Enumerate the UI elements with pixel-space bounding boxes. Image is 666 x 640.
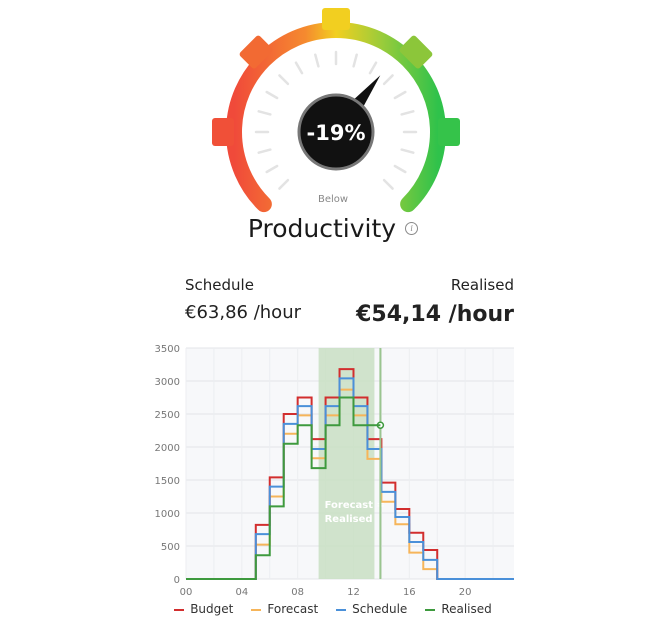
gauge-tick bbox=[265, 90, 279, 100]
gauge-arc bbox=[212, 8, 460, 213]
legend-item-budget[interactable]: Budget bbox=[174, 602, 233, 616]
schedule-value: €63,86 /hour bbox=[185, 302, 301, 323]
gauge-tooth bbox=[322, 8, 350, 30]
legend-item-realised[interactable]: Realised bbox=[425, 602, 492, 616]
x-tick-label: 00 bbox=[180, 587, 193, 598]
y-tick-label: 1000 bbox=[155, 509, 180, 520]
series-realised-line bbox=[186, 396, 368, 580]
gauge-tooth bbox=[399, 35, 433, 69]
gauge-value: -19% bbox=[307, 121, 366, 145]
gauge-arc-path bbox=[226, 22, 446, 213]
gauge-tick bbox=[294, 61, 304, 75]
legend-swatch bbox=[174, 608, 185, 611]
legend-label: Forecast bbox=[267, 602, 319, 616]
legend-swatch bbox=[251, 608, 262, 611]
gauge-tick bbox=[257, 110, 272, 116]
gauge-tick bbox=[393, 90, 407, 100]
productivity-gauge: -19% Below bbox=[0, 0, 666, 220]
gauge-tick bbox=[278, 178, 290, 190]
title-row: Productivity i bbox=[0, 214, 666, 243]
realised-value: €54,14 /hour bbox=[356, 302, 514, 327]
gauge-tooth bbox=[239, 35, 273, 69]
y-tick-label: 0 bbox=[174, 575, 180, 586]
y-tick-label: 3500 bbox=[155, 344, 180, 355]
y-tick-label: 1500 bbox=[155, 476, 180, 487]
x-tick-label: 20 bbox=[459, 587, 472, 598]
gauge-status: Below bbox=[318, 194, 348, 205]
gauge-center bbox=[297, 93, 375, 171]
gauge-tick bbox=[265, 164, 279, 174]
realised-label: Realised bbox=[450, 276, 514, 294]
y-tick-label: 3000 bbox=[155, 377, 180, 388]
y-tick-label: 2500 bbox=[155, 410, 180, 421]
legend-label: Realised bbox=[441, 602, 492, 616]
series-schedule-line bbox=[186, 377, 514, 580]
gauge-tick bbox=[257, 148, 272, 154]
y-tick-label: 2000 bbox=[155, 443, 180, 454]
band-label-line1: Forecast = bbox=[325, 500, 385, 511]
info-icon[interactable]: i bbox=[405, 222, 419, 235]
gauge-ticks bbox=[254, 50, 418, 190]
schedule-label: Schedule bbox=[185, 276, 254, 294]
chart-svg: 0 500 1000 1500 2000 2500 3000 3500 00 04 08 12 16 20… bbox=[155, 344, 514, 598]
band-label-line2: Realised bbox=[325, 514, 373, 525]
forecast-band bbox=[318, 348, 375, 579]
gauge-tick bbox=[368, 61, 378, 75]
productivity-chart: 0 500 1000 1500 2000 2500 3000 3500 00 04 08 12 16 20… bbox=[140, 338, 530, 628]
gauge-tick bbox=[382, 178, 394, 190]
legend-label: Budget bbox=[190, 602, 234, 616]
legend-swatch bbox=[425, 608, 436, 611]
gauge-tick bbox=[278, 74, 290, 86]
x-tick-label: 16 bbox=[403, 587, 416, 598]
gauge-tick bbox=[352, 53, 358, 68]
gauge-tick bbox=[382, 74, 394, 86]
gauge-tooth bbox=[212, 118, 234, 146]
page-title: Productivity bbox=[247, 214, 397, 243]
gauge-tick bbox=[393, 164, 407, 174]
legend-item-forecast[interactable]: Forecast bbox=[251, 602, 318, 616]
x-tick-label: 12 bbox=[347, 587, 360, 598]
gauge-tick bbox=[314, 53, 320, 68]
legend-swatch bbox=[336, 608, 347, 611]
y-tick-label: 500 bbox=[161, 542, 180, 553]
gauge-svg: -19% Below bbox=[212, 8, 460, 213]
legend-item-schedule[interactable]: Schedule bbox=[336, 602, 407, 616]
gauge-tooth bbox=[438, 118, 460, 146]
chart-legend: Budget Forecast Schedule Realised bbox=[0, 602, 666, 616]
legend-label: Schedule bbox=[352, 602, 408, 616]
x-tick-label: 08 bbox=[291, 587, 304, 598]
x-tick-label: 04 bbox=[235, 587, 248, 598]
gauge-tick bbox=[400, 148, 415, 154]
gauge-tick bbox=[400, 110, 415, 116]
